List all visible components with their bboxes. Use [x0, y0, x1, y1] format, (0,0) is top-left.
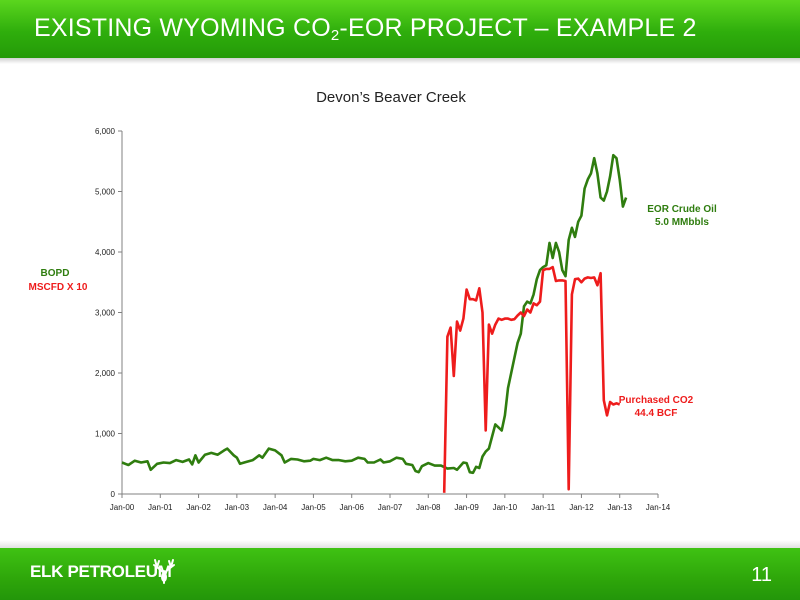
- ylabel-mscfd: MSCFD X 10: [29, 282, 88, 293]
- co2-series-annotation: 44.4 BCF: [635, 408, 678, 419]
- x-tick-label: Jan-00: [110, 503, 135, 512]
- y-tick-label: 4,000: [95, 248, 116, 257]
- x-tick-label: Jan-03: [225, 503, 250, 512]
- x-tick-label: Jan-11: [531, 503, 555, 512]
- footer-shadow: [0, 540, 800, 548]
- oil-series-label: EOR Crude Oil: [647, 204, 717, 215]
- oil-series-annotation: 5.0 MMbbls: [655, 217, 709, 228]
- x-tick-label: Jan-12: [569, 503, 594, 512]
- y-tick-label: 5,000: [95, 188, 116, 197]
- title-text-post: -EOR PROJECT – EXAMPLE 2: [339, 14, 697, 42]
- elk-antler-icon: [153, 559, 175, 584]
- chart-title: Devon’s Beaver Creek: [316, 89, 466, 106]
- y-tick-label: 2,000: [95, 369, 116, 378]
- co2-series-label: Purchased CO2: [619, 395, 694, 406]
- x-tick-label: Jan-10: [493, 503, 518, 512]
- chart-axes: 0 1,000 2,000 3,000 4,000 5,000 6,000 Jan-00 Jan…: [95, 127, 671, 512]
- title-subscript: 2: [330, 27, 340, 44]
- title-text-pre: EXISTING WYOMING CO: [34, 14, 331, 42]
- x-tick-label: Jan-09: [454, 503, 479, 512]
- y-tick-label: 6,000: [95, 127, 116, 136]
- chart: Devon’s Beaver Creek BOPD MSCFD X 10 0 1,…: [29, 89, 717, 512]
- x-tick-label: Jan-02: [186, 503, 211, 512]
- company-logo: ELK PETROLEUM: [30, 562, 172, 581]
- x-tick-label: Jan-14: [646, 503, 671, 512]
- y-tick-label: 1,000: [95, 430, 116, 439]
- x-tick-label: Jan-05: [301, 503, 326, 512]
- x-tick-label: Jan-01: [148, 503, 173, 512]
- slide-title: EXISTING WYOMING CO2-EOR PROJECT – EXAMP…: [34, 14, 697, 43]
- slide-footer: [0, 548, 800, 600]
- x-tick-label: Jan-06: [339, 503, 364, 512]
- x-tick-label: Jan-04: [263, 503, 288, 512]
- y-tick-label: 3,000: [95, 309, 116, 318]
- page-number: 11: [751, 564, 772, 586]
- ylabel-bopd: BOPD: [41, 268, 70, 279]
- oil-production-line: [121, 153, 628, 475]
- chart-series: [121, 153, 628, 493]
- x-tick-label: Jan-13: [607, 503, 632, 512]
- co2-purchase-line: [442, 265, 621, 493]
- y-tick-label: 0: [111, 490, 116, 499]
- x-tick-label: Jan-07: [378, 503, 403, 512]
- slide-header: [0, 0, 800, 58]
- header-shadow: [0, 58, 800, 64]
- x-tick-label: Jan-08: [416, 503, 441, 512]
